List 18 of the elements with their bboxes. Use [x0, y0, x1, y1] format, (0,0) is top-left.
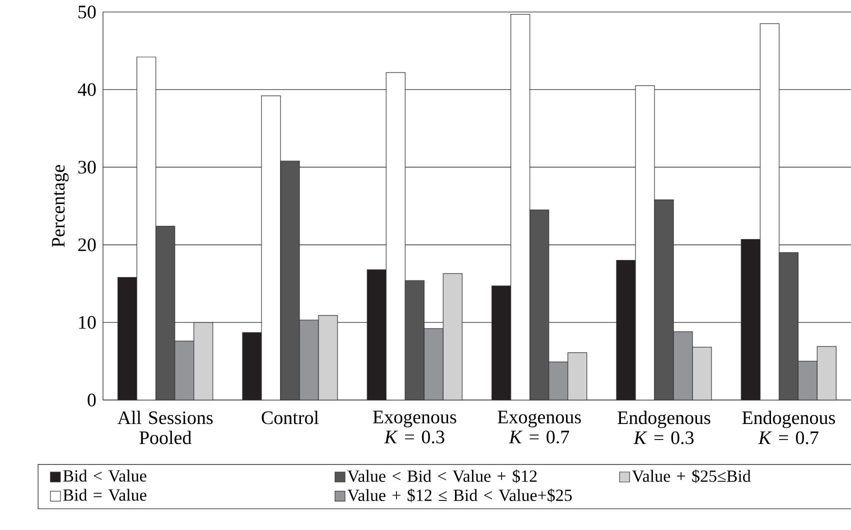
legend-label: Value < Bid < Value + $12: [347, 469, 537, 484]
legend-label: Bid < Value: [63, 470, 146, 482]
y-tick-label: 10: [79, 316, 96, 329]
legend-label: Bid = Value: [63, 488, 146, 501]
x-tick-label: Endogenous K = 0.7: [742, 410, 835, 444]
x-tick-label: Control: [262, 410, 319, 424]
y-tick-label: 40: [78, 83, 96, 96]
x-tick-label: Exogenous K = 0.3: [373, 410, 456, 444]
x-tick-label: Exogenous K = 0.7: [498, 410, 581, 444]
y-tick-label: 30: [78, 160, 96, 174]
y-tick-label: 50: [78, 6, 96, 18]
legend-label: Value + $25≤Bid: [632, 469, 751, 484]
y-tick-label: 20: [78, 238, 96, 252]
legend-label: Value + $12 ≤ Bid < Value+$25: [347, 488, 572, 502]
y-tick-label: 0: [88, 394, 96, 406]
x-tick-label: All Sessions Pooled: [117, 410, 213, 444]
x-tick-label: Endogenous K = 0.3: [618, 410, 710, 444]
y-axis-title: Percentage: [52, 164, 69, 248]
